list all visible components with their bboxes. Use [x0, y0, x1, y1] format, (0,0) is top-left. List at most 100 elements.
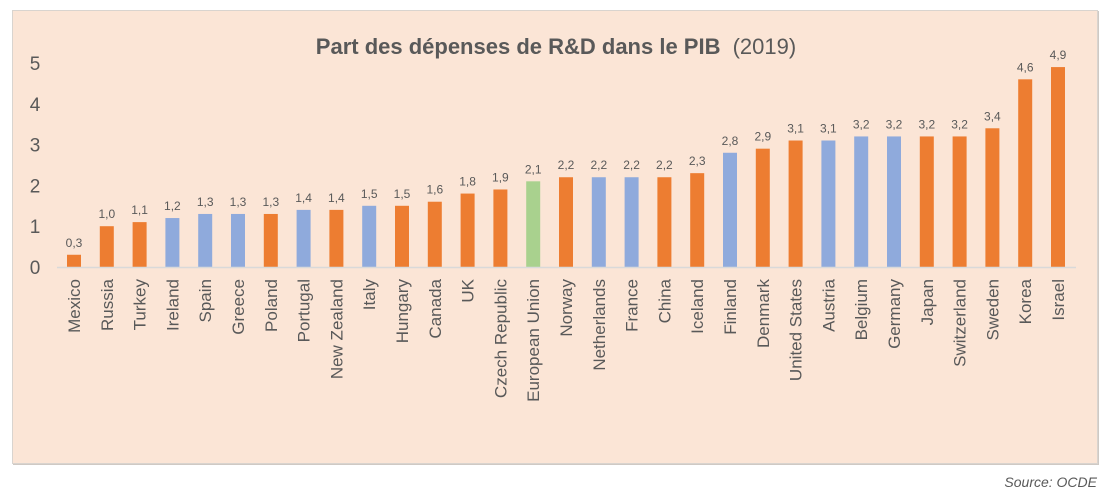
data-label: 3,2	[886, 117, 903, 131]
bar	[657, 177, 672, 267]
data-label: 1,1	[131, 203, 148, 217]
bar	[493, 189, 508, 267]
y-axis: 0 1 2 3 4 5	[30, 54, 41, 279]
bar	[99, 226, 114, 267]
bar	[1018, 79, 1033, 267]
x-tick-label: Austria	[819, 278, 838, 331]
bar	[165, 218, 180, 267]
data-label: 1,4	[328, 191, 345, 205]
x-tick-label: Denmark	[754, 279, 773, 348]
bar	[526, 181, 541, 267]
data-label: 3,2	[918, 117, 935, 131]
bar	[854, 136, 869, 267]
bars	[67, 67, 1065, 267]
bar-chart: Part des dépenses de R&D dans le PIB (20…	[30, 34, 1076, 402]
bar	[198, 213, 213, 267]
bar	[755, 148, 770, 267]
y-tick-label: 3	[30, 136, 41, 157]
x-tick-label: United States	[787, 279, 806, 381]
x-tick-label: Mexico	[65, 279, 84, 333]
x-tick-label: Russia	[98, 278, 117, 331]
bar	[132, 222, 147, 267]
x-tick-label: Germany	[885, 279, 904, 349]
x-tick-label: Netherlands	[590, 279, 609, 371]
x-tick-label: Ireland	[163, 279, 182, 331]
x-tick-label: Spain	[196, 279, 215, 322]
bar	[67, 254, 81, 267]
x-tick-label: Sweden	[983, 279, 1002, 340]
data-label: 2,1	[525, 162, 542, 176]
x-tick-label: Turkey	[131, 279, 150, 331]
bar	[887, 136, 901, 267]
bar	[460, 193, 475, 267]
y-tick-label: 5	[30, 54, 41, 75]
x-tick-label: Finland	[721, 279, 740, 335]
data-label: 2,2	[623, 158, 640, 172]
bar	[427, 201, 442, 267]
data-label: 1,3	[197, 195, 214, 209]
bar	[296, 209, 311, 267]
bar	[591, 177, 606, 267]
chart-title-main: Part des dépenses de R&D dans le PIB	[316, 34, 721, 59]
bar	[395, 205, 409, 267]
data-label: 2,2	[558, 158, 575, 172]
x-tick-label: Canada	[426, 278, 445, 338]
x-tick-label: China	[655, 278, 674, 323]
bar	[821, 140, 836, 267]
bar	[362, 205, 377, 267]
data-label: 2,3	[689, 154, 706, 168]
x-tick-label: France	[623, 279, 642, 332]
bar	[723, 152, 737, 267]
chart-area: Part des dépenses de R&D dans le PIB (20…	[12, 10, 1098, 464]
data-label: 1,5	[394, 187, 411, 201]
data-label: 2,2	[590, 158, 607, 172]
x-tick-label: Korea	[1016, 278, 1035, 324]
data-label: 2,8	[722, 134, 739, 148]
data-label: 1,5	[361, 187, 378, 201]
data-label: 0,3	[66, 236, 83, 250]
chart-title: Part des dépenses de R&D dans le PIB (20…	[316, 34, 796, 59]
data-label: 2,9	[754, 130, 771, 144]
data-label: 1,8	[459, 175, 476, 189]
y-tick-label: 2	[30, 176, 41, 197]
bar	[624, 177, 639, 267]
y-tick-label: 4	[30, 95, 41, 116]
data-label: 1,2	[164, 199, 181, 213]
x-tick-label: Belgium	[852, 279, 871, 340]
data-label: 1,0	[98, 207, 115, 221]
data-label: 1,9	[492, 170, 509, 184]
data-label: 3,4	[984, 109, 1001, 123]
x-tick-label: Switzerland	[951, 279, 970, 367]
bar	[231, 213, 245, 267]
x-tick-label: New Zealand	[327, 279, 346, 379]
data-label: 3,1	[820, 122, 837, 136]
data-label: 3,2	[951, 117, 968, 131]
x-tick-label: Greece	[229, 279, 248, 335]
y-tick-label: 0	[30, 258, 41, 279]
bar	[919, 136, 934, 267]
bar	[329, 209, 344, 267]
bar	[1051, 67, 1065, 267]
x-tick-label: UK	[459, 278, 478, 302]
bar	[952, 136, 967, 267]
x-tick-label: Iceland	[688, 279, 707, 334]
data-labels: 0,3 1,0 1,1 1,2 1,3 1,3 1,3 1,4 1,4 1,5 1,5 1,6 1,8 1…	[66, 48, 1067, 250]
x-tick-label: Hungary	[393, 279, 412, 344]
data-label: 2,2	[656, 158, 673, 172]
bar	[788, 140, 803, 267]
data-label: 1,4	[295, 191, 312, 205]
bar	[690, 173, 705, 267]
data-label: 1,3	[262, 195, 279, 209]
x-tick-label: Israel	[1049, 279, 1068, 321]
data-label: 4,9	[1050, 48, 1067, 62]
chart-title-year: (2019)	[733, 34, 797, 59]
bar	[985, 128, 1000, 267]
x-tick-label: Japan	[918, 279, 937, 325]
x-tick-label: Portugal	[295, 279, 314, 342]
data-label: 3,1	[787, 122, 804, 136]
x-tick-label: European Union	[524, 279, 543, 402]
data-label: 1,6	[426, 183, 443, 197]
data-label: 1,3	[230, 195, 247, 209]
data-label: 4,6	[1017, 60, 1034, 74]
x-tick-label: Norway	[557, 279, 576, 337]
